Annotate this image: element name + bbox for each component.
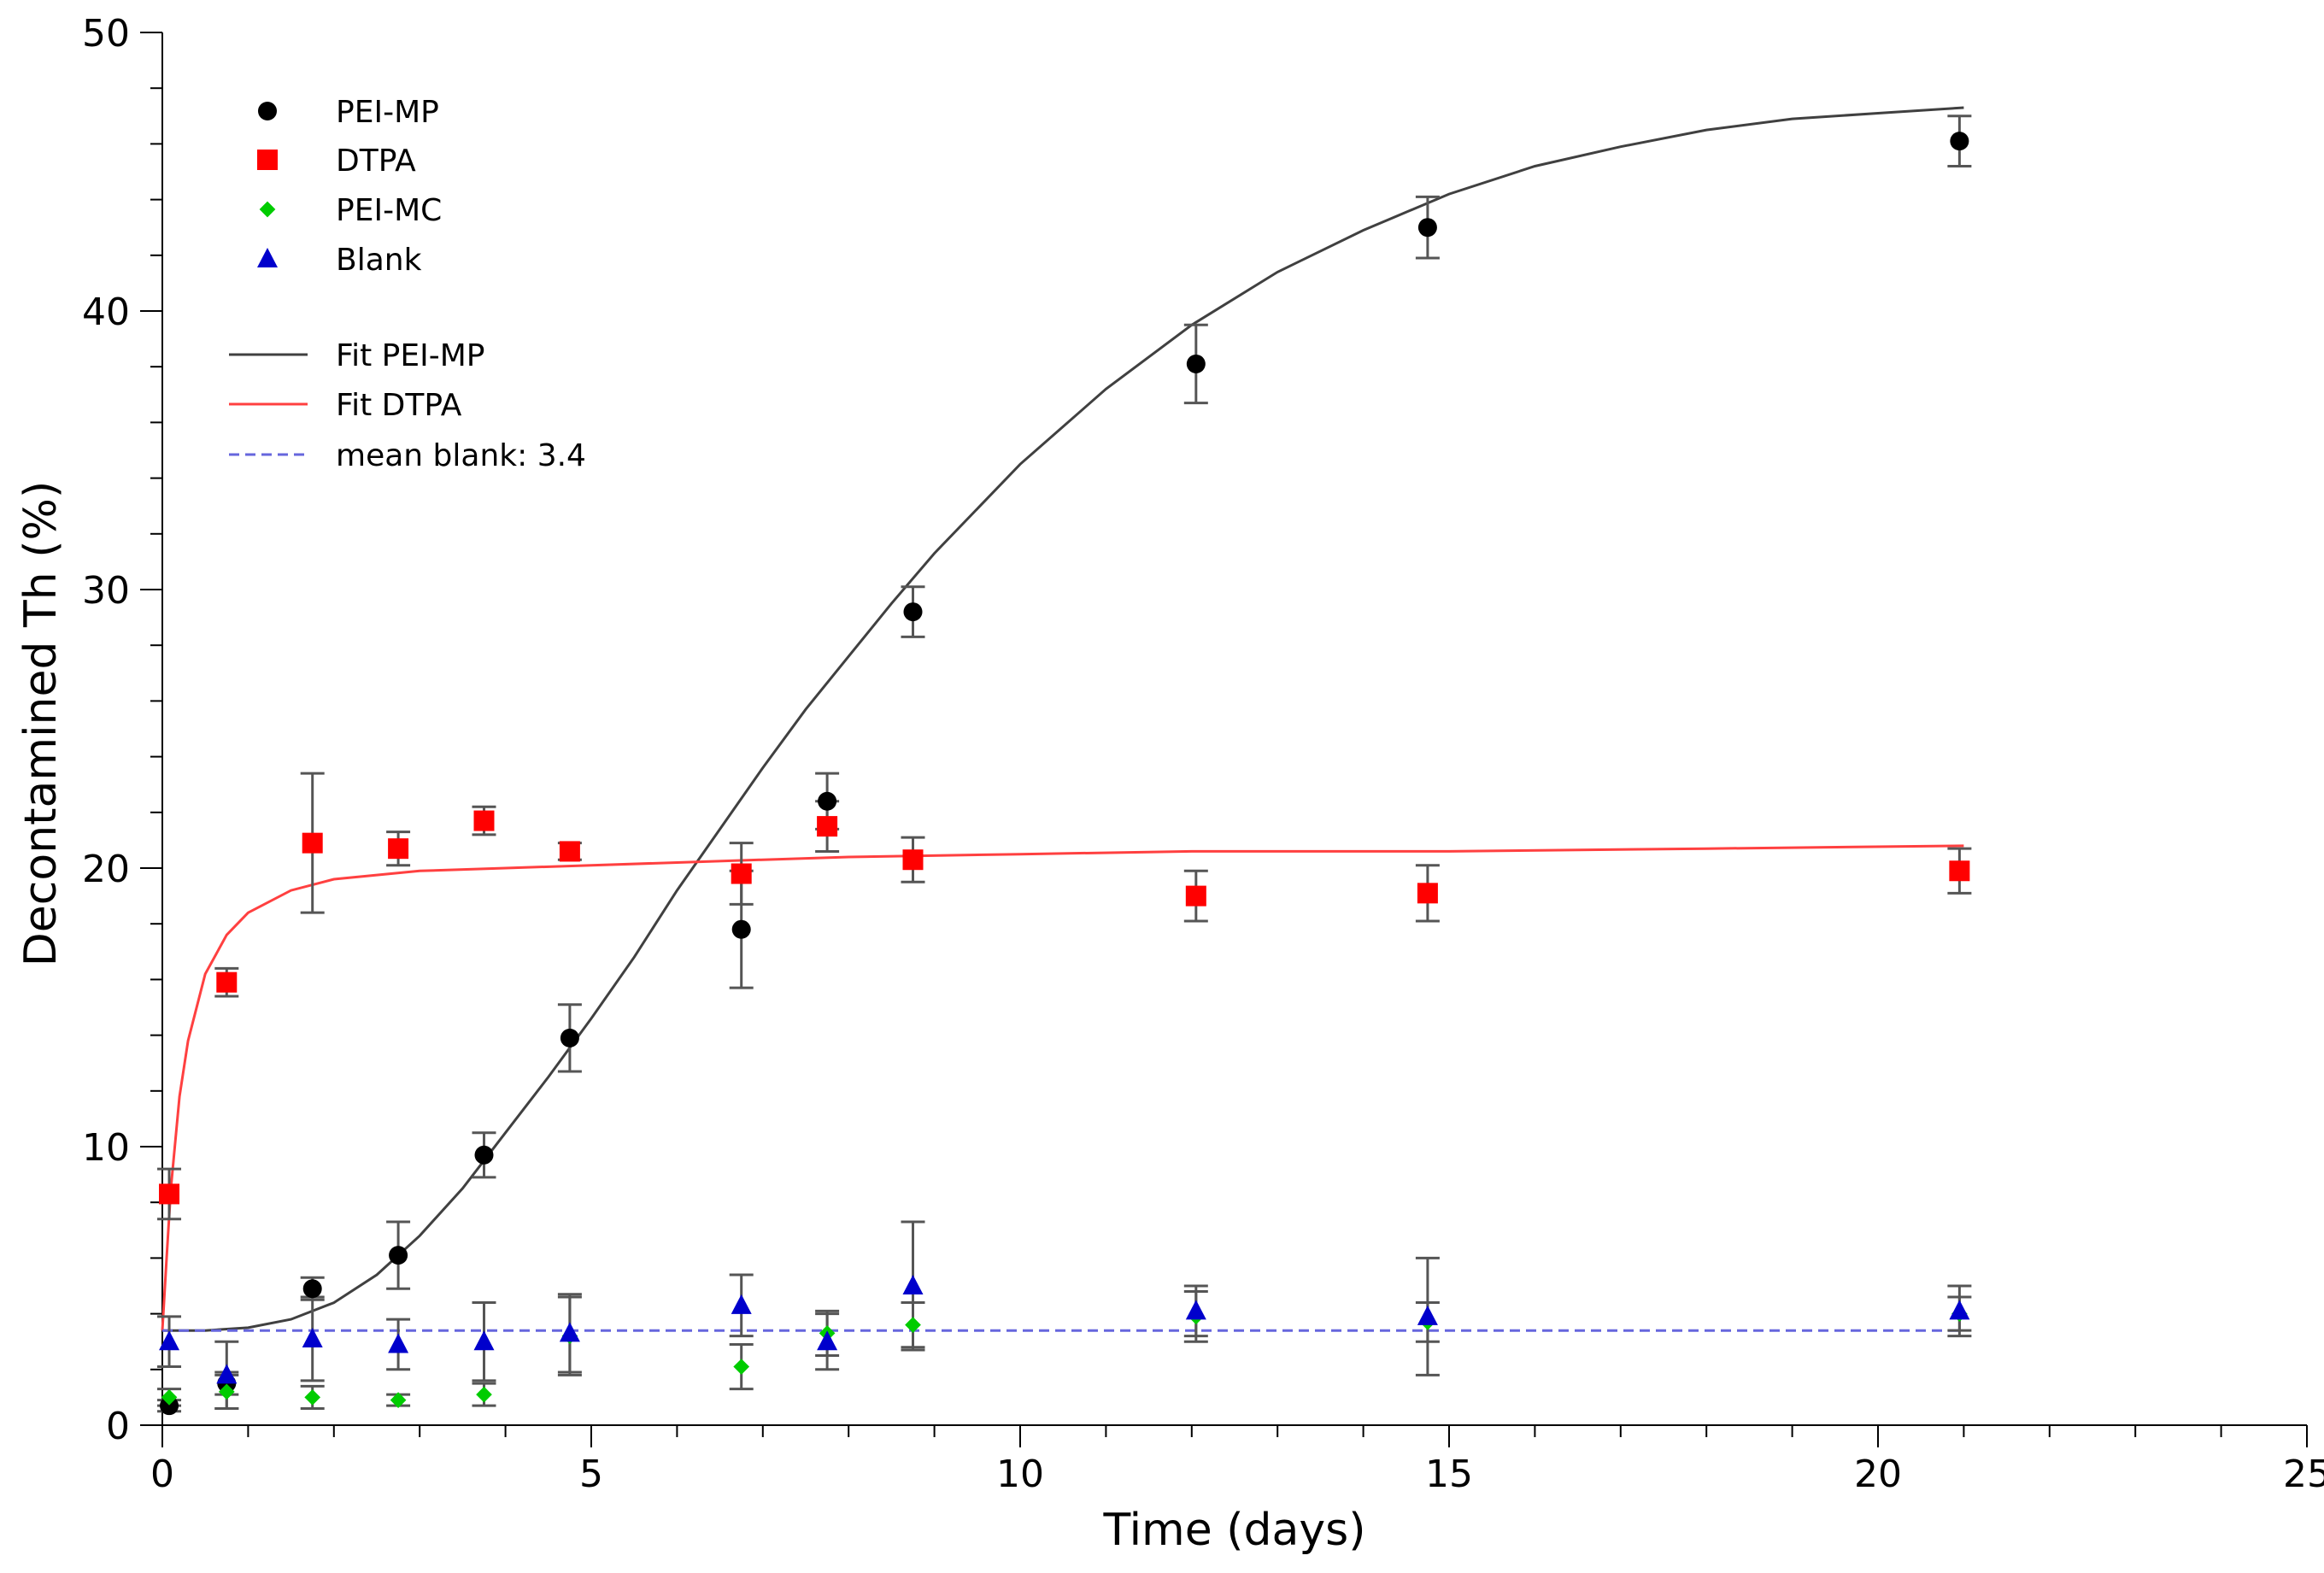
legend-label-1: DTPA: [336, 144, 416, 179]
legend-label-fit-0: Fit PEI-MP: [336, 338, 484, 373]
legend-marker-2: [259, 201, 276, 218]
legend-label-fit-1: Fit DTPA: [336, 388, 462, 423]
x-axis-title: Time (days): [1102, 1505, 1365, 1556]
y-tick-label: 20: [82, 848, 130, 891]
point-blank: [302, 1327, 323, 1347]
legend-label-fit-2: mean blank: 3.4: [336, 438, 586, 473]
point-blank: [473, 1330, 495, 1351]
point-dtpa: [302, 832, 323, 854]
point-pei-mp: [903, 602, 923, 622]
x-tick-label: 25: [2283, 1453, 2324, 1496]
legend-label-0: PEI-MP: [336, 95, 439, 130]
x-tick-label: 5: [579, 1453, 603, 1496]
x-tick-label: 10: [996, 1453, 1044, 1496]
point-blank: [559, 1322, 580, 1342]
point-blank: [159, 1330, 180, 1351]
point-blank: [817, 1330, 838, 1351]
point-dtpa: [731, 863, 752, 884]
point-blank: [731, 1294, 752, 1314]
point-pei-mc: [390, 1392, 407, 1409]
point-blank: [1185, 1300, 1206, 1320]
axes-layer: 0 5 10 15 20 25 0 10 20 30 40 50: [82, 12, 2324, 1496]
point-pei-mc: [733, 1359, 750, 1375]
y-tick-label: 40: [82, 291, 130, 334]
point-dtpa: [216, 971, 238, 993]
point-pei-mp: [302, 1279, 322, 1299]
data-markers: [159, 132, 1970, 1416]
point-blank: [388, 1333, 409, 1353]
legend-label-3: Blank: [336, 243, 422, 278]
y-tick-label: 50: [82, 12, 130, 56]
y-tick-label: 30: [82, 569, 130, 613]
point-pei-mp: [731, 919, 751, 939]
x-tick-label: 20: [1854, 1453, 1902, 1496]
fit-lines: [161, 106, 1964, 1332]
point-pei-mp: [1950, 132, 1969, 151]
legend: PEI-MP DTPA PEI-MC Blank Fit PEI-MP Fit DTPA m…: [229, 95, 586, 473]
point-pei-mc: [218, 1383, 235, 1400]
point-dtpa: [817, 816, 838, 837]
point-pei-mp: [1186, 354, 1206, 373]
y-tick-label: 10: [82, 1126, 130, 1170]
point-dtpa: [559, 841, 580, 862]
point-dtpa: [1949, 860, 1970, 882]
x-tick-label: 15: [1425, 1453, 1473, 1496]
point-pei-mp: [474, 1145, 494, 1165]
point-pei-mc: [161, 1389, 178, 1406]
legend-label-2: PEI-MC: [336, 193, 442, 228]
point-blank: [216, 1364, 238, 1384]
point-dtpa: [1417, 883, 1438, 904]
point-pei-mp: [560, 1028, 579, 1048]
point-blank: [1417, 1305, 1438, 1325]
point-dtpa: [388, 838, 409, 860]
y-tick-label: 0: [106, 1405, 130, 1448]
legend-marker-1: [257, 150, 278, 170]
point-dtpa: [159, 1183, 180, 1205]
point-pei-mc: [476, 1386, 492, 1403]
point-dtpa: [1185, 885, 1206, 907]
y-axis-title: Decontamined Th (%): [15, 481, 67, 966]
point-pei-mp: [160, 1396, 179, 1416]
point-dtpa: [902, 849, 924, 871]
point-blank: [902, 1275, 924, 1294]
fit-line-1: [161, 844, 1964, 1331]
legend-marker-0: [258, 102, 277, 120]
point-pei-mp: [1417, 218, 1437, 238]
point-pei-mc: [304, 1389, 321, 1406]
point-pei-mc: [905, 1317, 921, 1333]
point-dtpa: [473, 810, 495, 831]
x-tick-label: 0: [150, 1453, 174, 1496]
fit-line-0: [162, 106, 1964, 1332]
point-pei-mp: [389, 1246, 408, 1265]
legend-marker-3: [257, 248, 278, 267]
point-blank: [1949, 1300, 1970, 1320]
point-pei-mp: [818, 791, 837, 811]
